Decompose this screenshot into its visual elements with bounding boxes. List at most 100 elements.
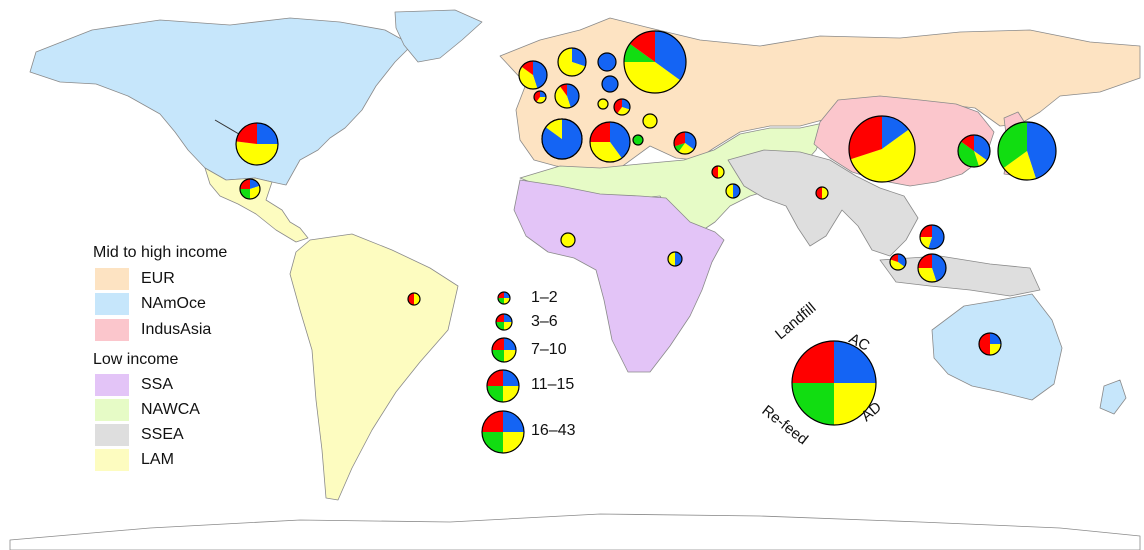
italy-pie [632, 134, 644, 146]
norway-slice-ac [572, 48, 586, 67]
size-legend-4-slice-re-feed [487, 386, 503, 402]
size-legend-3-slice-ad [504, 350, 516, 362]
italy-outline [632, 134, 644, 146]
turkey-slice-re-feed [674, 143, 685, 152]
kenya-slice-ac [675, 252, 682, 266]
saudi-arabia-slice-ad [726, 184, 733, 198]
india-slice-ad [822, 187, 828, 199]
size-legend-3-pie [491, 337, 517, 363]
netherlands-slice-ad [598, 99, 608, 109]
mexico-slice-landfill [240, 179, 250, 189]
legend-title-low-income: Low income [93, 351, 179, 368]
united-kingdom-slice-ac [533, 61, 547, 89]
pie-markers [214, 30, 1057, 356]
size-legend-2-outline [495, 313, 513, 331]
size-legend-5-outline [481, 410, 525, 454]
indonesia-pie [889, 253, 907, 271]
czechia-slice-ad [643, 114, 657, 128]
size-legend-1-slice-landfill [498, 292, 504, 298]
israel-pie [711, 165, 725, 179]
kenya-slice-ad [668, 252, 675, 266]
south-korea-slice-ad [974, 151, 987, 167]
turkey-slice-ad [678, 143, 694, 155]
united-states-slice-landfill [236, 123, 257, 144]
belgium-outline [533, 90, 547, 104]
size-legend-5-slice-re-feed [482, 432, 503, 453]
netherlands-outline [597, 98, 609, 110]
size-legend-2-slice-ac [504, 314, 512, 322]
saudi-arabia-pie [725, 183, 741, 199]
category-key-slice-re-feed [792, 383, 834, 425]
france-slice-landfill [590, 122, 610, 142]
brazil-outline [407, 292, 421, 306]
germany-slice-ad [555, 86, 571, 108]
malaysia-pie [917, 253, 947, 283]
indonesia-slice-landfill [890, 254, 898, 262]
japan-slice-ac [1027, 122, 1056, 179]
china-slice-ac [882, 116, 909, 149]
brazil-slice-ad [414, 293, 420, 305]
belgium-slice-ac [540, 91, 546, 97]
legend-swatch-eur [95, 268, 129, 290]
russia-outline [623, 30, 687, 94]
philippines-slice-ac [928, 224, 945, 249]
size-legend-label-3: 7–10 [531, 341, 567, 358]
norway-outline [557, 47, 587, 77]
size-legend-2-slice-landfill [496, 314, 504, 322]
belgium-pie [533, 90, 547, 104]
size-legend-1-slice-ac [504, 292, 510, 298]
russia-slice-ad [624, 62, 681, 93]
japan-slice-re-feed [997, 122, 1027, 169]
legend-label-lam: LAM [141, 451, 174, 468]
size-legend-3-slice-landfill [492, 338, 504, 350]
brazil-slice-landfill [408, 293, 414, 305]
mexico-slice-ac [250, 179, 260, 189]
size-legend-label-2: 3–6 [531, 313, 558, 330]
size-legend-1-slice-re-feed [498, 298, 504, 304]
region-lam-south-america [289, 233, 459, 501]
category-key-pie [791, 340, 877, 426]
category-key-slice-ad [834, 383, 876, 425]
size-legend-1-slice-ad [504, 298, 510, 304]
size-legend-label-1: 1–2 [531, 289, 558, 306]
india-outline [815, 186, 829, 200]
spain-outline [541, 118, 583, 160]
legend-swatch-nawca [95, 399, 129, 421]
norway-pie [557, 47, 587, 77]
legend-swatch-indusasia [95, 319, 129, 341]
norway-slice-ad [557, 48, 586, 77]
indonesia-outline [889, 253, 907, 271]
mexico-pie [239, 178, 261, 200]
spain-slice-ac [541, 119, 582, 160]
spain-pie [541, 118, 583, 160]
legend-item-lam: LAM [95, 449, 174, 471]
mexico-outline [239, 178, 261, 200]
australia-pie [978, 332, 1002, 356]
legend-label-indusasia: IndusAsia [141, 321, 212, 338]
size-legend-4-outline [486, 369, 520, 403]
size-legend-markers [481, 291, 525, 454]
france-slice-ad [590, 142, 622, 163]
nigeria-slice-ad [561, 233, 575, 247]
japan-pie [997, 121, 1057, 181]
legend-title-high-income: Mid to high income [93, 244, 228, 261]
category-key-pie [791, 340, 877, 426]
size-legend-1-outline [497, 291, 511, 305]
malaysia-slice-ac [932, 254, 946, 282]
legend-label-ssa: SSA [141, 376, 174, 393]
japan-outline [997, 121, 1057, 181]
china-outline [848, 115, 916, 183]
china-slice-landfill [849, 116, 882, 160]
kenya-pie [667, 251, 683, 267]
czechia-outline [642, 113, 658, 129]
size-legend-2-slice-re-feed [496, 322, 504, 330]
size-legend-4-slice-ad [503, 386, 519, 402]
size-legend-4-pie [486, 369, 520, 403]
legend-swatch-lam [95, 449, 129, 471]
size-legend-2-pie [495, 313, 513, 331]
turkey-slice-landfill [674, 132, 685, 147]
saudi-arabia-slice-ac [733, 184, 740, 198]
turkey-pie [673, 131, 697, 155]
size-legend-4-slice-landfill [487, 370, 503, 386]
saudi-arabia-outline [725, 183, 741, 199]
